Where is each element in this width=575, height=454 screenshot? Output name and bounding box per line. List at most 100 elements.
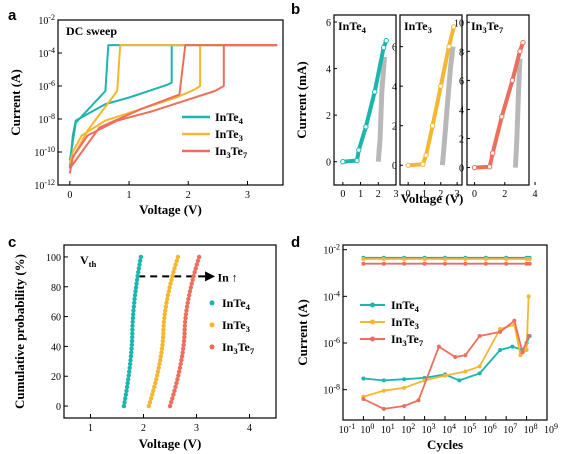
point-In3Te7 — [170, 396, 175, 401]
point-InTe3 — [170, 273, 175, 279]
y-axis-label: Current (mA) — [294, 61, 309, 138]
point-In3Te7 — [361, 261, 366, 266]
sweep-point — [423, 152, 429, 159]
x-tick-label: 1 — [88, 423, 93, 434]
point-In3Te7 — [188, 285, 194, 290]
plot-frame — [63, 244, 277, 419]
point-InTe4 — [129, 338, 135, 344]
point-InTe3 — [163, 304, 169, 309]
point-InTe4 — [510, 344, 515, 349]
point-InTe3 — [443, 256, 447, 261]
point-InTe3 — [524, 256, 529, 261]
x-tick-label: 0 — [472, 189, 477, 200]
point-InTe3 — [161, 331, 166, 336]
series-In3Te7-forward — [68, 44, 278, 174]
point-InTe4 — [126, 377, 131, 382]
point-In3Te7 — [189, 281, 194, 286]
point-In3Te7 — [436, 344, 441, 349]
point-InTe4 — [498, 348, 503, 353]
y-tick-label: 6 — [326, 18, 331, 29]
point-InTe3 — [151, 388, 156, 393]
point-InTe4 — [134, 281, 139, 286]
point-InTe3 — [153, 380, 158, 386]
series-InTe3-off_state — [363, 296, 530, 398]
legend-marker-In3Te7 — [370, 336, 375, 342]
point-InTe3 — [422, 256, 427, 261]
x-tick-label: 2 — [141, 423, 146, 434]
x-tick-label: 3 — [245, 190, 250, 201]
y-tick-label: 8 — [459, 47, 464, 58]
point-InTe3 — [155, 369, 161, 374]
point-In3Te7 — [194, 262, 200, 267]
point-InTe4 — [133, 289, 138, 294]
y-axis-label: Current (A) — [8, 69, 23, 136]
point-InTe4 — [123, 396, 128, 401]
point-InTe3 — [150, 392, 155, 397]
legend-label-InTe3: InTe3 — [391, 315, 420, 331]
legend-marker-InTe4 — [370, 302, 375, 308]
point-In3Te7 — [173, 384, 178, 390]
panel-d: d 10-1 100 101 102 103 104 105 106 107 108 109 10-8 1… — [291, 234, 558, 452]
legend-label-InTe3: InTe3 — [215, 127, 244, 143]
gray-sweeps — [375, 56, 387, 162]
point-InTe3 — [163, 308, 168, 313]
point-In3Te7 — [182, 323, 188, 328]
point-In3Te7 — [527, 261, 532, 266]
point-In3Te7 — [179, 354, 185, 359]
point-InTe3 — [402, 385, 407, 390]
point-InTe3 — [159, 350, 164, 355]
point-InTe3 — [168, 281, 173, 286]
x-tick-label: 3 — [455, 189, 460, 200]
legend-marker-InTe3 — [209, 322, 215, 328]
x-tick-label: 4 — [533, 189, 538, 200]
point-InTe3 — [148, 396, 154, 401]
y-tick-label: 10-10 — [34, 145, 55, 159]
point-In3Te7 — [178, 361, 183, 367]
x-tick-label: 103 — [422, 422, 436, 436]
x-tick-label: 3 — [194, 423, 199, 434]
x-tick-label: 108 — [524, 422, 538, 436]
point-InTe4 — [131, 308, 136, 313]
point-InTe4 — [135, 273, 140, 279]
point-In3Te7 — [463, 353, 468, 358]
y-tick-label: 0 — [326, 158, 331, 169]
point-InTe3 — [158, 357, 163, 363]
point-InTe3 — [483, 256, 488, 261]
point-InTe3 — [498, 326, 503, 331]
y-axis-label: Cumulative probability (%) — [12, 254, 27, 409]
y-tick-label: 20 — [51, 372, 61, 383]
point-InTe4 — [132, 300, 137, 306]
sweep-point — [372, 89, 378, 95]
sweep-point — [509, 77, 516, 84]
panel-a: a 0 1 2 3 10-12 10-10 10-8 10-6 10-4 10-2 Voltage (… — [8, 7, 284, 217]
x-tick-label: 1 — [422, 189, 427, 200]
point-InTe4 — [128, 354, 134, 359]
point-In3Te7 — [179, 357, 184, 363]
point-In3Te7 — [193, 266, 198, 271]
sweep-point — [517, 48, 523, 55]
y-tick-label: 10-12 — [34, 178, 55, 192]
point-In3Te7 — [191, 273, 196, 279]
y-tick-label: 2 — [459, 135, 464, 146]
series-InTe4-backward — [68, 44, 278, 161]
point-InTe3 — [504, 256, 509, 261]
point-InTe4 — [136, 266, 142, 271]
y-tick-label: 4 — [326, 65, 331, 76]
point-In3Te7 — [381, 406, 386, 411]
point-InTe3 — [477, 364, 482, 369]
sweep-point — [446, 43, 452, 50]
panel-label-d: d — [291, 234, 300, 251]
point-In3Te7 — [175, 377, 180, 382]
subplot-title: InTe4 — [338, 19, 367, 35]
x-tick-label: 104 — [442, 422, 456, 436]
gray-sweeps — [439, 46, 456, 166]
x-tick-label: 2 — [438, 189, 443, 200]
point-InTe3 — [156, 365, 161, 371]
subplot-2: 0 2 4 0 2 4 6 8 10 In3Te7 — [454, 14, 538, 200]
point-In3Te7 — [187, 289, 193, 294]
annotation-vth: Vth — [80, 253, 97, 269]
x-tick-label: 2 — [376, 189, 381, 200]
point-InTe3 — [172, 266, 177, 271]
